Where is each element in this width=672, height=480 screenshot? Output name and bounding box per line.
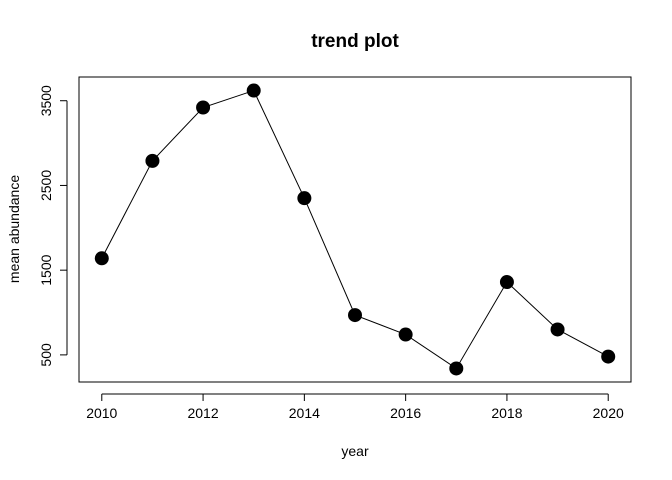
plot-frame (78, 76, 632, 383)
data-point (297, 191, 312, 206)
data-point (601, 349, 616, 364)
data-point (449, 361, 464, 376)
x-tick-label: 2010 (86, 405, 117, 421)
data-point (246, 83, 261, 98)
y-axis-label: mean abundance (6, 175, 22, 283)
data-point (499, 275, 514, 290)
y-tick-label: 1500 (38, 254, 54, 285)
data-point (348, 308, 362, 323)
data-point (398, 327, 413, 342)
data-point (94, 251, 109, 266)
x-tick-label: 2016 (390, 405, 421, 421)
x-axis-label: year (341, 443, 369, 459)
y-tick-label: 500 (38, 343, 54, 367)
chart-title: trend plot (311, 31, 399, 52)
series-line (101, 89, 609, 370)
y-axis: 500 1500 2500 3500 (38, 85, 68, 367)
series-layer (94, 83, 616, 376)
data-point (550, 322, 565, 337)
y-tick-label: 2500 (38, 170, 54, 201)
x-tick-label: 2012 (187, 405, 218, 421)
data-point (145, 153, 160, 168)
data-point (196, 100, 211, 115)
x-tick-label: 2020 (593, 405, 624, 421)
x-axis: 2010 2012 2014 2016 2018 2020 (86, 393, 624, 421)
y-tick-label: 3500 (38, 85, 54, 116)
x-tick-label: 2014 (289, 405, 320, 421)
x-tick-label: 2018 (491, 405, 522, 421)
